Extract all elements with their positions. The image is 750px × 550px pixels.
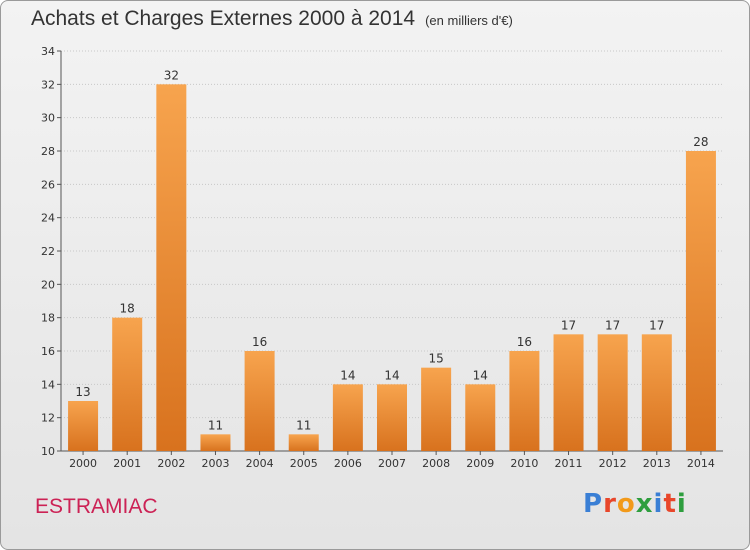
bar bbox=[68, 401, 99, 451]
y-tick-label: 34 bbox=[41, 45, 55, 58]
data-label: 11 bbox=[208, 418, 223, 432]
y-tick-label: 16 bbox=[41, 345, 55, 358]
x-tick-label: 2014 bbox=[687, 457, 715, 470]
y-tick-label: 12 bbox=[41, 412, 55, 425]
data-label: 28 bbox=[693, 135, 708, 149]
y-tick-label: 24 bbox=[41, 212, 55, 225]
y-tick-label: 26 bbox=[41, 178, 55, 191]
x-tick-label: 2013 bbox=[643, 457, 671, 470]
y-tick-label: 22 bbox=[41, 245, 55, 258]
x-tick-label: 2008 bbox=[422, 457, 450, 470]
x-tick-label: 2003 bbox=[201, 457, 229, 470]
x-tick-label: 2006 bbox=[334, 457, 362, 470]
y-tick-label: 14 bbox=[41, 378, 55, 391]
data-label: 14 bbox=[340, 368, 355, 382]
chart-title-text: Achats et Charges Externes 2000 à 2014 bbox=[31, 7, 416, 30]
x-tick-label: 2004 bbox=[246, 457, 274, 470]
bar bbox=[421, 367, 452, 451]
bar bbox=[200, 434, 231, 451]
x-tick-label: 2002 bbox=[157, 457, 185, 470]
data-label: 14 bbox=[384, 368, 399, 382]
x-tick-label: 2009 bbox=[466, 457, 494, 470]
data-label: 17 bbox=[605, 318, 620, 332]
bar bbox=[288, 434, 319, 451]
bar bbox=[509, 351, 540, 451]
chart-subtitle: (en milliers d'€) bbox=[425, 13, 513, 28]
x-tick-label: 2007 bbox=[378, 457, 406, 470]
bar bbox=[377, 384, 407, 451]
data-label: 15 bbox=[428, 352, 443, 366]
x-tick-label: 2005 bbox=[290, 457, 318, 470]
bar bbox=[685, 151, 716, 451]
data-label: 17 bbox=[649, 318, 664, 332]
bar bbox=[597, 334, 628, 451]
proxiti-logo: Proxiti bbox=[583, 489, 687, 519]
y-tick-label: 10 bbox=[41, 445, 55, 458]
commune-name: ESTRAMIAC bbox=[35, 495, 158, 518]
data-label: 11 bbox=[296, 418, 311, 432]
y-tick-label: 32 bbox=[41, 78, 55, 91]
data-label: 32 bbox=[164, 68, 179, 82]
x-tick-label: 2001 bbox=[113, 457, 141, 470]
data-label: 17 bbox=[561, 318, 576, 332]
y-tick-label: 30 bbox=[41, 112, 55, 125]
y-tick-label: 18 bbox=[41, 312, 55, 325]
y-tick-label: 28 bbox=[41, 145, 55, 158]
data-label: 13 bbox=[75, 385, 90, 399]
x-tick-label: 2000 bbox=[69, 457, 97, 470]
x-tick-label: 2011 bbox=[555, 457, 583, 470]
data-label: 14 bbox=[473, 368, 488, 382]
bar bbox=[244, 351, 275, 451]
bar bbox=[553, 334, 584, 451]
data-label: 16 bbox=[517, 335, 532, 349]
bar bbox=[332, 384, 363, 451]
bar bbox=[465, 384, 496, 451]
x-tick-label: 2010 bbox=[510, 457, 538, 470]
x-tick-label: 2012 bbox=[599, 457, 627, 470]
chart-title: Achats et Charges Externes 2000 à 2014 (e… bbox=[31, 7, 513, 31]
bar bbox=[112, 317, 143, 451]
y-tick-label: 20 bbox=[41, 278, 55, 291]
bar bbox=[641, 334, 672, 451]
data-label: 16 bbox=[252, 335, 267, 349]
data-label: 18 bbox=[120, 302, 135, 316]
bar bbox=[156, 84, 187, 451]
